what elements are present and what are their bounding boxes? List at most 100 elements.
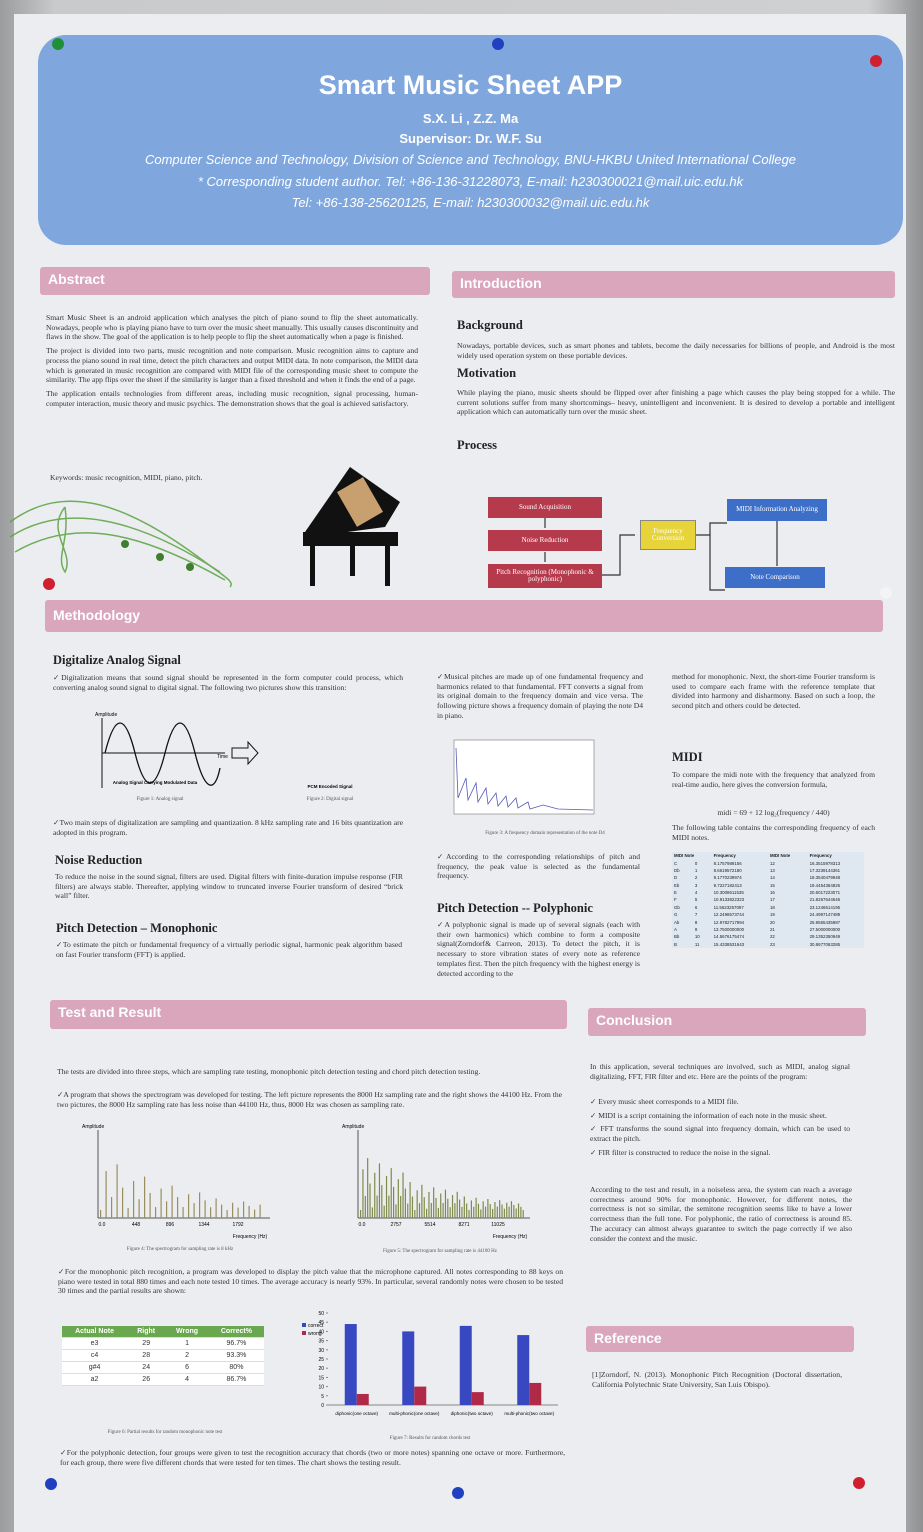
caption: Figure 7: Results for random chords test xyxy=(389,1436,471,1441)
spectrum-bar xyxy=(463,1196,465,1218)
cell: e3 xyxy=(62,1337,128,1350)
paragraph: ✓A program that shows the spectrogram wa… xyxy=(57,1090,562,1109)
cell: 17 xyxy=(769,897,775,903)
rect xyxy=(303,532,398,546)
cell: 13 xyxy=(769,867,775,873)
path xyxy=(602,534,635,576)
cell: 1 xyxy=(694,867,698,873)
spectrum-bar xyxy=(402,1172,404,1218)
heading: Background xyxy=(457,318,523,332)
cell: 1 xyxy=(165,1337,209,1350)
spectrum-bar xyxy=(199,1192,201,1218)
cell: 14 xyxy=(769,875,775,881)
spectrum-bar xyxy=(111,1197,113,1218)
section-title: Methodology xyxy=(45,600,883,632)
legend-swatch xyxy=(302,1331,306,1335)
cell: 10 xyxy=(694,934,700,940)
spectrum-bar xyxy=(411,1196,414,1218)
reference-list: [1]Zorndorf, N. (2013). Monophonic Pitch… xyxy=(592,1370,842,1393)
spectrum-bar xyxy=(367,1158,369,1218)
spectrum-bar xyxy=(232,1202,234,1218)
cell: 16.3515978313 xyxy=(809,860,841,866)
cell: 12.2498573744 xyxy=(713,912,745,918)
spectrum-bar xyxy=(237,1207,239,1218)
spectrum-bar xyxy=(513,1204,515,1218)
cell: 10.9133822323 xyxy=(713,897,745,903)
y-tick-label: 10 xyxy=(318,1385,324,1391)
title: Smart Music Sheet APP xyxy=(318,70,623,100)
y-tick-label: 35 xyxy=(318,1339,324,1345)
spectrum-bar xyxy=(489,1204,491,1218)
row: Ab 8 12.9782717994 20 25.9565435987 xyxy=(672,918,864,925)
spectrum-bar xyxy=(475,1197,477,1218)
rect xyxy=(310,546,315,586)
flow-box: Pitch Recognition (Monophonic & polyphon… xyxy=(488,564,602,588)
pin xyxy=(45,1478,57,1490)
cell: 25.9565435987 xyxy=(809,919,841,925)
paragraph: To reduce the noise in the sound signal,… xyxy=(55,872,403,901)
pin xyxy=(870,55,882,67)
cell: 15.4338531643 xyxy=(713,941,745,947)
spectrum-bar xyxy=(456,1191,458,1218)
authors: S.X. Li , Z.Z. Ma xyxy=(422,111,519,126)
spectrum-bar xyxy=(127,1207,129,1218)
tick-label: 2757 xyxy=(390,1222,401,1228)
section-title: Reference xyxy=(586,1326,854,1352)
supervisor: Supervisor: Dr. W.F. Su xyxy=(399,131,542,146)
spectrum-bar xyxy=(480,1209,482,1218)
bar xyxy=(402,1331,415,1405)
cell: 8.1757989156 xyxy=(713,860,742,866)
cell: 6 xyxy=(165,1361,209,1374)
spectrum-bar xyxy=(454,1203,456,1218)
cell: 27.5000000000 xyxy=(809,926,841,932)
signal-figure: Amplitude Time Analog Signal Carrying Mo… xyxy=(95,712,353,789)
pin xyxy=(853,1477,865,1489)
spectrum-bar xyxy=(499,1200,501,1218)
cell: 9 xyxy=(694,926,698,932)
cell: 3 xyxy=(694,882,698,888)
heading: Digitalize Analog Signal xyxy=(53,653,181,667)
header: Smart Music Sheet APP S.X. Li , Z.Z. Ma … xyxy=(38,35,903,245)
paragraph: To compare the midi note with the freque… xyxy=(672,770,875,789)
cell: Eb xyxy=(674,882,680,888)
pin xyxy=(492,38,504,50)
cell: 10.3008611535 xyxy=(713,890,744,896)
spectrum-bar xyxy=(444,1189,447,1218)
heading: MIDI xyxy=(672,750,703,764)
cell: G xyxy=(674,912,678,918)
bar xyxy=(471,1392,484,1405)
spectrum-bar xyxy=(397,1179,399,1218)
paragraph: While playing the piano, music sheets sh… xyxy=(457,388,895,417)
spectrum-bar xyxy=(105,1170,107,1218)
spectrum-bar xyxy=(390,1168,392,1218)
cell: 28 xyxy=(127,1349,166,1362)
bar-chart: 0 5 10 15 20 25 30 35 40 45 50 diphonic(one octave)… xyxy=(302,1311,558,1416)
spectrum-bar xyxy=(482,1201,484,1218)
spectrum-bar xyxy=(449,1207,451,1218)
row: Bb 10 14.5676175474 22 29.1352350949 xyxy=(672,933,864,940)
paragraph: ✓Musical pitches are made up of one fund… xyxy=(437,672,643,720)
path xyxy=(9,500,232,588)
header-cell: Wrong xyxy=(165,1326,209,1338)
spectrum-bar xyxy=(393,1186,395,1218)
g xyxy=(9,500,232,588)
header-cell: Frequency xyxy=(809,853,832,859)
spectrum-bar xyxy=(496,1206,498,1218)
bar xyxy=(356,1393,369,1405)
tick-label: 5514 xyxy=(424,1222,435,1228)
spectrum-bar xyxy=(144,1176,146,1218)
spectrum-bar xyxy=(383,1205,385,1218)
flow-box: Note Comparison xyxy=(725,567,825,588)
spectrum-bar xyxy=(381,1185,383,1218)
row: e3 29 1 96.7% xyxy=(62,1337,264,1350)
spectrum-bar xyxy=(364,1195,366,1218)
spectrum-bar xyxy=(426,1208,428,1218)
spectrum-bar xyxy=(484,1206,487,1218)
spectrum-bar xyxy=(473,1206,475,1218)
bar xyxy=(414,1386,427,1405)
result-table: Actual Note Right Wrong Correct% e3 29 1 96.7% c… xyxy=(62,1326,264,1386)
paragraph: ✓To estimate the pitch or fundamental fr… xyxy=(56,940,402,959)
affiliation: Computer Science and Technology, Divisio… xyxy=(144,152,797,167)
spectrum-bar xyxy=(430,1202,432,1218)
